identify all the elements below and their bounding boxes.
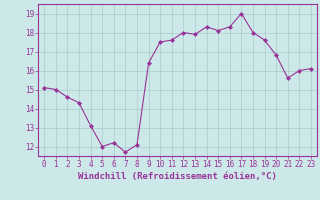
- X-axis label: Windchill (Refroidissement éolien,°C): Windchill (Refroidissement éolien,°C): [78, 172, 277, 181]
